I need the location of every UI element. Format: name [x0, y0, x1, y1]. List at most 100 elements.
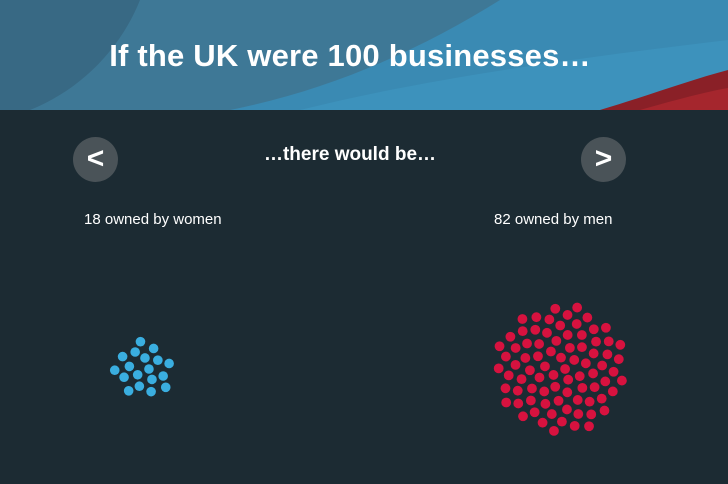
man-dot: [569, 355, 580, 365]
man-dot: [525, 365, 535, 376]
man-dot: [602, 349, 613, 360]
man-dot: [522, 338, 532, 349]
men-group-label: 82 owned by men: [494, 211, 613, 228]
women-group-label: 18 owned by women: [84, 211, 222, 228]
man-dot: [615, 339, 626, 350]
man-dot: [546, 346, 556, 357]
man-dot: [613, 354, 624, 365]
man-dot: [569, 420, 580, 431]
man-dot: [529, 407, 540, 418]
woman-dot: [132, 369, 143, 380]
page-title: If the UK were 100 businesses…: [109, 38, 591, 73]
woman-dot: [123, 386, 134, 396]
man-dot: [550, 303, 561, 314]
women-dot-cluster: [109, 336, 174, 397]
man-dot: [518, 411, 528, 422]
man-dot: [494, 341, 505, 352]
man-dot: [607, 386, 618, 397]
man-dot: [563, 374, 574, 385]
man-dot: [582, 312, 593, 323]
man-dot: [510, 359, 521, 370]
man-dot: [534, 372, 545, 383]
woman-dot: [140, 353, 150, 363]
man-dot: [617, 375, 627, 386]
man-dot: [503, 370, 514, 381]
man-dot: [549, 425, 559, 436]
man-dot: [544, 314, 555, 325]
man-dot: [513, 398, 524, 409]
man-dot: [531, 312, 542, 323]
man-dot: [562, 387, 573, 398]
man-dot: [586, 409, 597, 420]
man-dot: [540, 398, 551, 409]
man-dot: [510, 343, 521, 353]
woman-dot: [153, 355, 163, 365]
woman-dot: [164, 358, 174, 369]
man-dot: [588, 324, 599, 335]
woman-dot: [109, 365, 120, 376]
man-dot: [600, 376, 611, 387]
man-dot: [577, 382, 588, 393]
man-dot: [501, 397, 512, 408]
woman-dot: [130, 347, 140, 357]
woman-dot: [160, 382, 171, 393]
man-dot: [584, 421, 594, 432]
man-dot: [555, 320, 566, 331]
man-dot: [546, 409, 557, 419]
woman-dot: [119, 372, 129, 383]
man-dot: [537, 417, 548, 428]
man-dot: [517, 326, 528, 337]
man-dot: [577, 342, 587, 353]
man-dot: [572, 395, 583, 405]
man-dot: [525, 395, 536, 406]
woman-dot: [146, 386, 156, 397]
man-dot: [557, 416, 567, 427]
man-dot: [500, 351, 511, 362]
man-dot: [572, 302, 583, 313]
man-dot: [597, 360, 608, 371]
man-dot: [516, 374, 527, 385]
man-dot: [527, 383, 537, 394]
man-dot: [589, 382, 600, 393]
header-background: [0, 0, 728, 110]
man-dot: [601, 322, 611, 333]
man-dot: [556, 352, 566, 363]
woman-dot: [148, 343, 159, 354]
subtitle: …there would be…: [263, 144, 437, 165]
man-dot: [550, 381, 561, 392]
woman-dot: [134, 381, 145, 392]
man-dot: [520, 353, 531, 363]
woman-dot: [117, 351, 128, 362]
man-dot: [603, 336, 614, 347]
man-dot: [574, 371, 585, 382]
man-dot: [505, 331, 516, 342]
man-dot: [596, 393, 607, 404]
woman-dot: [124, 361, 135, 372]
man-dot: [551, 335, 562, 346]
man-dot: [540, 361, 550, 372]
man-dot: [548, 370, 559, 380]
man-dot: [580, 358, 591, 369]
man-dot: [608, 366, 619, 377]
man-dot: [562, 404, 572, 415]
man-dot: [584, 396, 595, 407]
woman-dot: [147, 374, 157, 385]
man-dot: [571, 319, 582, 329]
man-dot: [564, 342, 575, 353]
next-button[interactable]: >: [581, 137, 626, 182]
man-dot: [517, 314, 528, 324]
man-dot: [500, 383, 511, 394]
man-dot: [542, 327, 552, 338]
man-dot: [562, 310, 573, 320]
header-banner: If the UK were 100 businesses…: [0, 0, 728, 110]
man-dot: [591, 336, 601, 347]
man-dot: [533, 351, 543, 362]
man-dot: [560, 364, 570, 374]
man-dot: [534, 339, 545, 349]
man-dot: [573, 409, 584, 419]
man-dot: [576, 330, 587, 340]
man-dot: [588, 368, 598, 379]
previous-button[interactable]: <: [73, 137, 118, 182]
woman-dot: [158, 371, 168, 381]
